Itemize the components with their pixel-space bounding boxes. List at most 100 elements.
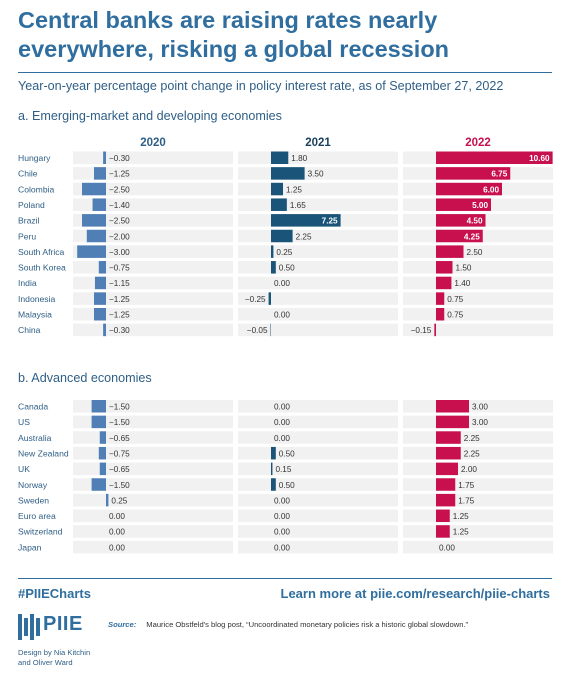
row-background: [73, 400, 233, 413]
row-background: [238, 245, 398, 258]
category-label: Brazil: [18, 216, 40, 226]
bar-2022: [436, 415, 469, 429]
data-label-2021: 0.00: [274, 434, 290, 443]
bar-2020: [77, 245, 106, 258]
category-label: Indonesia: [18, 294, 55, 304]
data-label-2021: 0.50: [279, 449, 295, 458]
data-label-2021: 0.00: [274, 528, 290, 537]
category-label: South Africa: [18, 247, 65, 257]
bar-2020: [86, 229, 106, 243]
data-label-2022: 2.00: [461, 465, 477, 474]
data-label-2022: 2.25: [464, 434, 480, 443]
data-label-2020: 0.00: [109, 543, 125, 552]
category-label: South Korea: [18, 263, 66, 273]
row-background: [238, 525, 398, 538]
bar-2022: [436, 493, 456, 507]
data-label-2020: −0.30: [109, 326, 130, 335]
learn-more-link[interactable]: Learn more at piie.com/research/piie-cha…: [280, 586, 551, 601]
row-background: [73, 229, 233, 243]
row-background: [403, 525, 553, 538]
data-label-2021: 0.00: [274, 512, 290, 521]
bar-2020: [92, 198, 106, 211]
chart-title: Central banks are raising rates nearly e…: [18, 7, 450, 62]
data-label-2022: 4.25: [464, 232, 480, 241]
row-background: [73, 493, 233, 507]
data-label-2021: 3.50: [308, 170, 324, 179]
row-background: [73, 478, 233, 491]
data-label-2022: 1.40: [454, 279, 470, 288]
bar-2021: [271, 261, 276, 274]
source-text: Maurice Obstfeld's blog post, “Uncoordin…: [146, 620, 469, 629]
bar-2020: [103, 323, 106, 337]
data-label-2020: −2.50: [109, 185, 130, 194]
row-background: [238, 308, 398, 321]
hashtag[interactable]: #PIIECharts: [18, 586, 91, 601]
row-background: [403, 276, 553, 290]
data-label-2020: −2.50: [109, 217, 130, 226]
data-label-2020: −1.25: [109, 311, 130, 320]
data-label-2021: 7.25: [322, 217, 338, 226]
row-background: [238, 292, 398, 305]
row-background: [403, 308, 553, 321]
year-header-2021: 2021: [305, 137, 331, 149]
data-label-2021: 0.50: [279, 481, 295, 490]
data-label-2020: −1.15: [109, 279, 130, 288]
row-background: [238, 540, 398, 554]
bar-2020: [91, 415, 106, 429]
bar-2021: [268, 292, 271, 305]
bar-2021: [271, 198, 287, 211]
category-label: Peru: [18, 231, 36, 241]
category-label: India: [18, 278, 37, 288]
section-a-title: a. Emerging-market and developing econom…: [18, 109, 282, 123]
year-header-2020: 2020: [140, 137, 166, 149]
bar-2020: [99, 462, 106, 476]
row-background: [403, 292, 553, 305]
category-label: Norway: [18, 480, 48, 490]
category-label: Japan: [18, 542, 42, 552]
row-background: [73, 462, 233, 476]
row-background: [238, 415, 398, 429]
bar-2022: [436, 292, 445, 305]
bar-2022: [436, 462, 458, 476]
source-note: Source: Maurice Obstfeld's blog post, “Un…: [108, 620, 558, 629]
bar-2022: [436, 308, 445, 321]
bar-2020: [103, 151, 106, 164]
data-label-2022: 2.25: [464, 449, 480, 458]
bar-2022: [436, 167, 511, 180]
bar-2021: [271, 245, 274, 258]
category-label: New Zealand: [18, 448, 69, 458]
data-label-2020: −1.50: [109, 481, 130, 490]
row-background: [403, 323, 553, 337]
bar-2020: [98, 261, 106, 274]
section-b-title: b. Advanced economies: [18, 371, 152, 385]
row-background: [73, 509, 233, 523]
data-label-2021: −0.25: [245, 295, 266, 304]
piie-logo-text: PIIE: [43, 613, 83, 635]
data-label-2022: 6.00: [483, 185, 499, 194]
data-label-2021: 1.25: [286, 185, 302, 194]
bar-charts: 2020 2021 2022 Hungary −0.30 1.80 10.60 Chile −1…: [18, 137, 553, 554]
row-background: [73, 276, 233, 290]
row-background: [73, 214, 233, 227]
category-label: Canada: [18, 402, 48, 412]
row-background: [73, 151, 233, 164]
row-background: [73, 323, 233, 337]
category-label: Hungary: [18, 153, 51, 163]
data-label-2021: 1.65: [290, 201, 306, 210]
row-background: [73, 431, 233, 444]
bar-2020: [94, 292, 106, 305]
bar-2020: [94, 167, 106, 180]
bar-2020: [82, 214, 106, 227]
data-label-2020: −1.40: [109, 201, 130, 210]
title-rule: [18, 72, 552, 73]
data-label-2020: −1.25: [109, 295, 130, 304]
category-label: US: [18, 417, 30, 427]
row-background: [238, 446, 398, 460]
row-background: [403, 261, 553, 274]
bar-2022: [436, 214, 486, 227]
bar-2022: [436, 198, 491, 211]
data-label-2020: −2.00: [109, 232, 130, 241]
data-label-2022: 1.50: [456, 264, 472, 273]
row-background: [73, 292, 233, 305]
bar-2020: [94, 308, 106, 321]
